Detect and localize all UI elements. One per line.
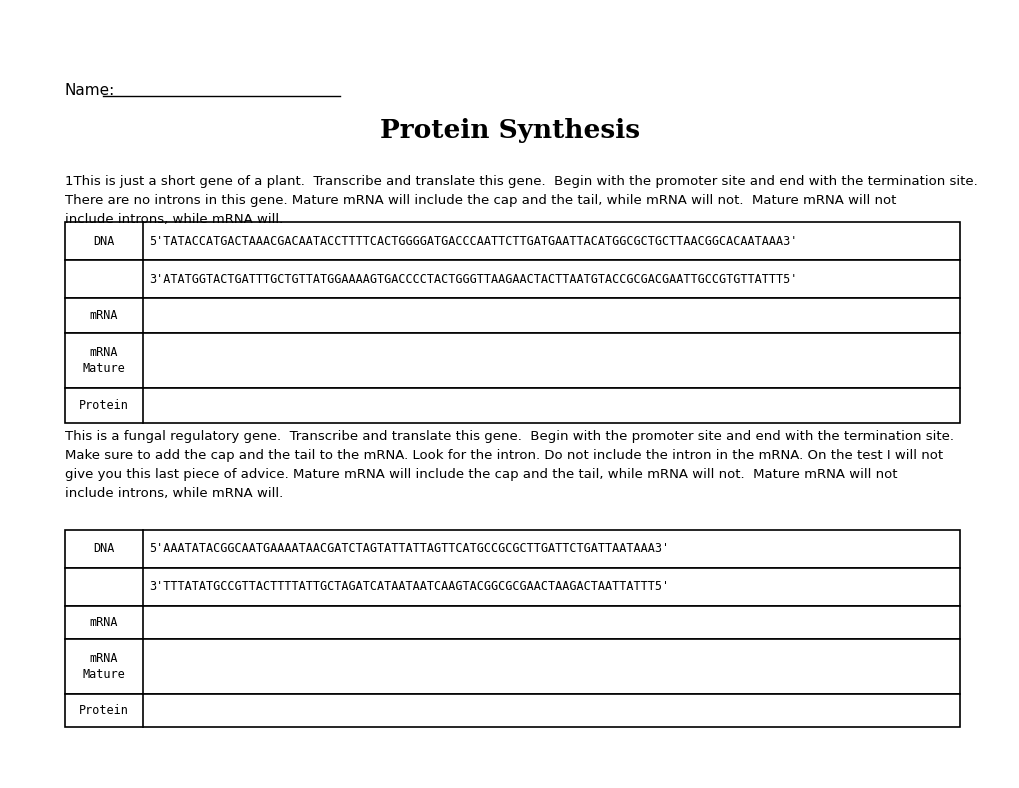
Bar — [65, 333, 959, 388]
Bar — [65, 388, 959, 423]
Bar — [65, 639, 959, 694]
Bar — [65, 606, 959, 639]
Text: 3'TTTATATGCCGTTACTTTTATTGCTAGATCATAATAATCAAGTACGGCGCGAACTAAGACTAATTATTT5': 3'TTTATATGCCGTTACTTTTATTGCTAGATCATAATAAT… — [149, 581, 668, 593]
Text: Protein Synthesis: Protein Synthesis — [379, 117, 640, 143]
Bar — [65, 298, 959, 333]
Text: This is a fungal regulatory gene.  Transcribe and translate this gene.  Begin wi: This is a fungal regulatory gene. Transc… — [65, 430, 953, 500]
Bar — [65, 222, 959, 260]
Text: 5'TATACCATGACTAAACGACAATACCTTTTCACTGGGGATGACCCAATTCTTGATGAATTACATGGCGCTGCTTAACGG: 5'TATACCATGACTAAACGACAATACCTTTTCACTGGGGA… — [149, 235, 797, 247]
Text: mRNA
Mature: mRNA Mature — [83, 346, 125, 375]
Text: Protein: Protein — [79, 704, 128, 717]
Text: 5'AAATATACGGCAATGAAAATAACGATCTAGTATTATTAGTTCATGCCGCGCTTGATTCTGATTAATAAA3': 5'AAATATACGGCAATGAAAATAACGATCTAGTATTATTA… — [149, 542, 668, 556]
Text: mRNA: mRNA — [90, 616, 118, 629]
Bar — [65, 694, 959, 727]
Text: DNA: DNA — [93, 235, 114, 247]
Bar — [65, 530, 959, 568]
Text: Protein: Protein — [79, 399, 128, 412]
Text: mRNA: mRNA — [90, 309, 118, 322]
Text: 3'ATATGGTACTGATTTGCTGTTATGGAAAAGTGACCCCTACTGGGTTAAGAACTACTTAATGTACCGCGACGAATTGCC: 3'ATATGGTACTGATTTGCTGTTATGGAAAAGTGACCCCT… — [149, 273, 797, 285]
Text: mRNA
Mature: mRNA Mature — [83, 652, 125, 681]
Text: DNA: DNA — [93, 542, 114, 556]
Bar — [65, 260, 959, 298]
Text: Name:: Name: — [65, 83, 115, 98]
Text: 1This is just a short gene of a plant.  Transcribe and translate this gene.  Beg: 1This is just a short gene of a plant. T… — [65, 175, 977, 226]
Bar — [65, 568, 959, 606]
